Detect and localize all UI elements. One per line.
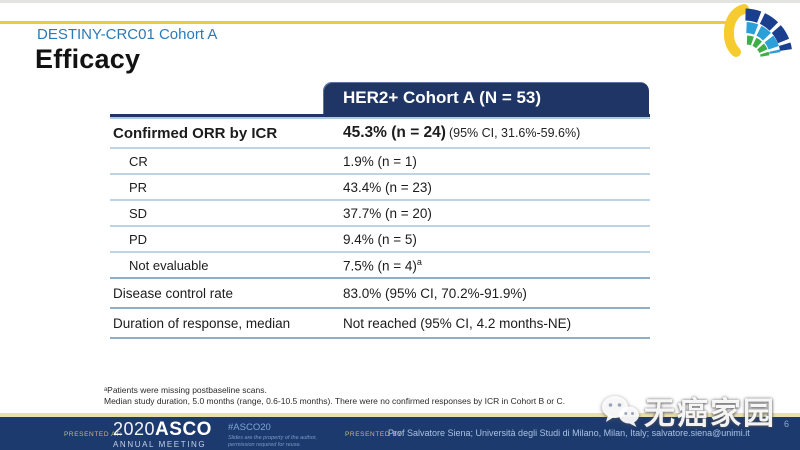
row-value: 43.4% (n = 23) [343,179,432,195]
top-gold-divider [0,21,730,24]
top-edge-line [0,0,800,3]
meeting-year: 2020 [113,419,156,439]
footer-bar: PRESENTED AT: 2020 ASCO ANNUAL MEETING #… [0,417,800,450]
row-value: 7.5% (n = 4)a [343,256,422,274]
row-value: 83.0% (95% CI, 70.2%-91.9%) [343,285,527,301]
table-row-pd: PD 9.4% (n = 5) [110,227,650,253]
row-label: CR [129,153,148,169]
row-label: SD [129,205,148,221]
row-value: 1.9% (n = 1) [343,153,417,169]
table-column-header: HER2+ Cohort A (N = 53) [323,82,649,114]
row-label: Confirmed ORR by ICR [113,124,278,142]
asco-meeting-wordmark: 2020 ASCO ANNUAL MEETING [113,420,212,449]
row-label: Disease control rate [113,285,234,301]
table-row-cr: CR 1.9% (n = 1) [110,149,650,175]
footnote-line-2: Median study duration, 5.0 months (range… [104,395,565,406]
footnote-line-1: ᵃPatients were missing postbaseline scan… [104,385,267,395]
hashtag: #ASCO20 [228,422,271,433]
presented-by-label: PRESENTED BY: [345,431,405,438]
row-label: PR [129,179,148,195]
asco-2020-logo-icon [723,4,792,58]
slide-title: Efficacy [35,44,141,74]
row-value: 9.4% (n = 5) [343,231,417,247]
slide-kicker: DESTINY-CRC01 Cohort A [37,26,218,43]
efficacy-table: Confirmed ORR by ICR 45.3% (n = 24) (95% … [110,114,650,339]
footnotes: ᵃPatients were missing postbaseline scan… [104,385,565,406]
table-row-not-evaluable: Not evaluable 7.5% (n = 4)a [110,253,650,279]
table-row-disease-control-rate: Disease control rate 83.0% (95% CI, 70.2… [110,279,650,309]
row-label: PD [129,231,148,247]
row-label: Not evaluable [129,257,209,273]
page-number: 6 [783,419,789,429]
meeting-name: ASCO [155,419,212,440]
row-label: Duration of response, median [113,315,291,331]
meeting-subtitle: ANNUAL MEETING [113,440,207,449]
disclaimer: Slides are the property of the author, p… [228,435,317,448]
row-value: 45.3% (n = 24) (95% CI, 31.6%-59.6%) [343,124,581,141]
table-row-sd: SD 37.7% (n = 20) [110,201,650,227]
table-row-confirmed-orr: Confirmed ORR by ICR 45.3% (n = 24) (95% … [110,119,650,149]
row-value: Not reached (95% CI, 4.2 months-NE) [343,315,572,331]
footer-gold-divider [0,413,800,417]
presenter-credit: Prof Salvatore Siena; Università degli S… [388,428,750,438]
hashtag-block: #ASCO20 Slides are the property of the a… [228,422,317,448]
row-value: 37.7% (n = 20) [343,205,432,221]
table-row-pr: PR 43.4% (n = 23) [110,175,650,201]
table-row-duration-of-response: Duration of response, median Not reached… [110,309,650,339]
presented-at-label: PRESENTED AT: [64,431,122,438]
